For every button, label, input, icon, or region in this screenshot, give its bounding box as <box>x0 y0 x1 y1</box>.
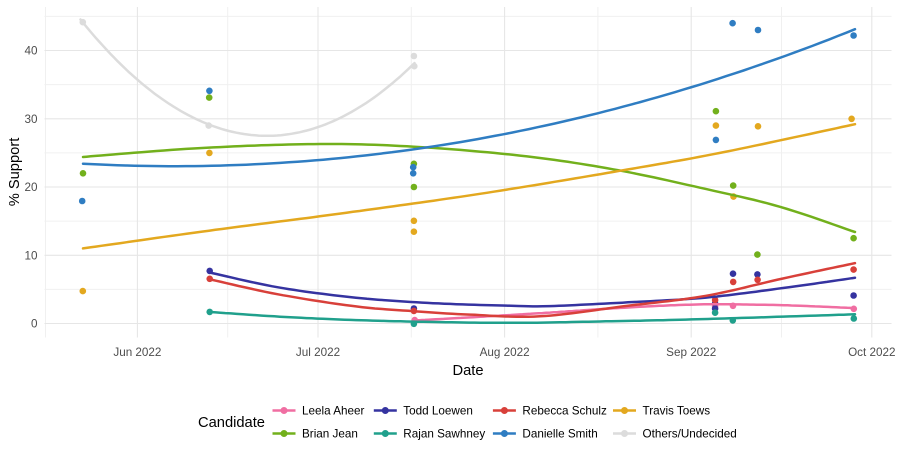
svg-text:30: 30 <box>24 113 38 126</box>
svg-text:% Support: % Support <box>7 138 23 207</box>
svg-text:Rebecca Schulz: Rebecca Schulz <box>522 405 607 418</box>
svg-text:Date: Date <box>452 363 483 379</box>
svg-text:0: 0 <box>31 318 38 331</box>
svg-text:Brian Jean: Brian Jean <box>302 428 358 441</box>
svg-text:Rajan Sawhney: Rajan Sawhney <box>403 428 485 441</box>
svg-text:Aug 2022: Aug 2022 <box>480 346 530 359</box>
svg-text:Candidate: Candidate <box>198 415 265 431</box>
svg-text:Danielle Smith: Danielle Smith <box>522 428 597 441</box>
svg-text:Leela Aheer: Leela Aheer <box>302 405 364 418</box>
svg-text:20: 20 <box>24 181 38 194</box>
svg-text:40: 40 <box>24 45 38 58</box>
svg-text:Todd Loewen: Todd Loewen <box>403 405 473 418</box>
svg-text:10: 10 <box>24 250 38 263</box>
svg-text:Travis Toews: Travis Toews <box>643 405 711 418</box>
svg-text:Jul 2022: Jul 2022 <box>296 346 340 359</box>
svg-text:Oct 2022: Oct 2022 <box>848 346 895 359</box>
svg-text:Sep 2022: Sep 2022 <box>666 346 716 359</box>
svg-text:Others/Undecided: Others/Undecided <box>643 428 737 441</box>
svg-text:Jun 2022: Jun 2022 <box>113 346 161 359</box>
